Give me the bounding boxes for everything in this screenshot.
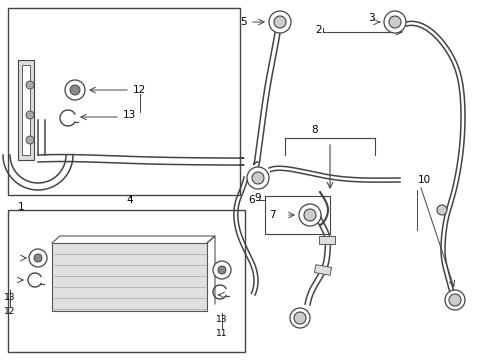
Text: 3: 3 bbox=[368, 13, 375, 23]
Text: 8: 8 bbox=[312, 125, 318, 135]
Text: 13: 13 bbox=[4, 293, 16, 302]
Text: 12: 12 bbox=[133, 85, 146, 95]
Text: 5: 5 bbox=[241, 17, 247, 27]
Text: 13: 13 bbox=[123, 110, 136, 120]
Text: 12: 12 bbox=[4, 307, 16, 316]
Circle shape bbox=[290, 308, 310, 328]
Circle shape bbox=[26, 81, 34, 89]
Circle shape bbox=[304, 209, 316, 221]
Text: 1: 1 bbox=[18, 202, 24, 212]
Text: 10: 10 bbox=[418, 175, 431, 185]
Circle shape bbox=[26, 136, 34, 144]
Text: 7: 7 bbox=[270, 210, 276, 220]
Circle shape bbox=[65, 80, 85, 100]
Text: 4: 4 bbox=[127, 195, 133, 205]
Circle shape bbox=[213, 261, 231, 279]
Circle shape bbox=[437, 205, 447, 215]
Circle shape bbox=[247, 167, 269, 189]
Circle shape bbox=[294, 312, 306, 324]
Bar bbox=[22, 65, 30, 155]
Bar bbox=[315, 265, 332, 275]
Circle shape bbox=[299, 204, 321, 226]
Circle shape bbox=[445, 290, 465, 310]
Text: 13: 13 bbox=[216, 315, 228, 324]
Circle shape bbox=[252, 172, 264, 184]
Text: 9: 9 bbox=[255, 193, 261, 203]
Bar bbox=[8, 8, 240, 195]
Circle shape bbox=[29, 249, 47, 267]
Bar bbox=[319, 236, 335, 244]
Bar bbox=[8, 210, 245, 352]
Circle shape bbox=[269, 11, 291, 33]
Circle shape bbox=[218, 266, 226, 274]
Bar bbox=[265, 196, 330, 234]
Circle shape bbox=[34, 254, 42, 262]
Circle shape bbox=[389, 16, 401, 28]
Bar bbox=[18, 60, 34, 160]
Circle shape bbox=[26, 111, 34, 119]
Circle shape bbox=[449, 294, 461, 306]
Bar bbox=[52, 243, 207, 311]
Text: 2: 2 bbox=[316, 25, 322, 35]
Text: 11: 11 bbox=[216, 328, 228, 338]
Circle shape bbox=[384, 11, 406, 33]
Circle shape bbox=[70, 85, 80, 95]
Circle shape bbox=[274, 16, 286, 28]
Text: 6: 6 bbox=[248, 195, 255, 205]
